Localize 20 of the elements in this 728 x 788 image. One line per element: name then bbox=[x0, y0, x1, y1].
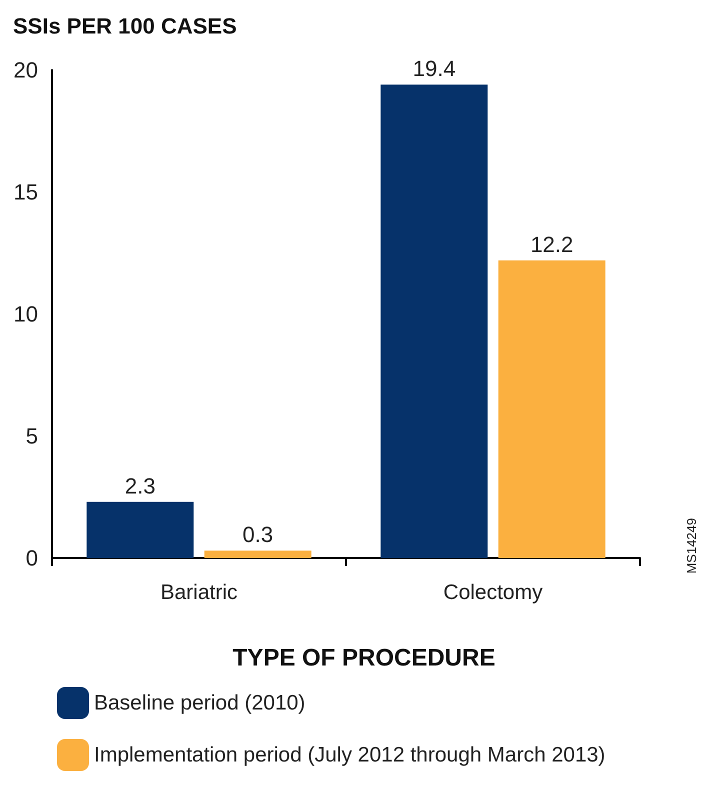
text: MS14249 bbox=[684, 518, 699, 574]
legend-label: Implementation period (July 2012 through March 2013) bbox=[94, 744, 606, 766]
data-label: 2.3 bbox=[124, 473, 156, 498]
x-tick-label: Bariatric bbox=[160, 581, 238, 604]
bar bbox=[380, 84, 488, 558]
y-tick-label: 20 bbox=[14, 58, 38, 82]
chart-title: SSIs PER 100 CASES bbox=[13, 14, 237, 38]
y-tick-label: 10 bbox=[14, 302, 38, 326]
bar bbox=[86, 502, 194, 558]
data-label: 12.2 bbox=[530, 232, 574, 257]
bar bbox=[204, 550, 312, 558]
y-tick-label: 0 bbox=[26, 546, 38, 570]
y-tick-label: 15 bbox=[14, 180, 38, 204]
data-label: 0.3 bbox=[242, 522, 274, 548]
data-label: 19.4 bbox=[412, 56, 456, 82]
x-axis-title: TYPE OF PROCEDURE bbox=[232, 644, 496, 672]
x-tick-label: Colectomy bbox=[443, 581, 544, 604]
legend-label: Baseline period (2010) bbox=[94, 692, 306, 714]
y-tick-label: 5 bbox=[26, 424, 38, 448]
bar bbox=[498, 260, 606, 558]
